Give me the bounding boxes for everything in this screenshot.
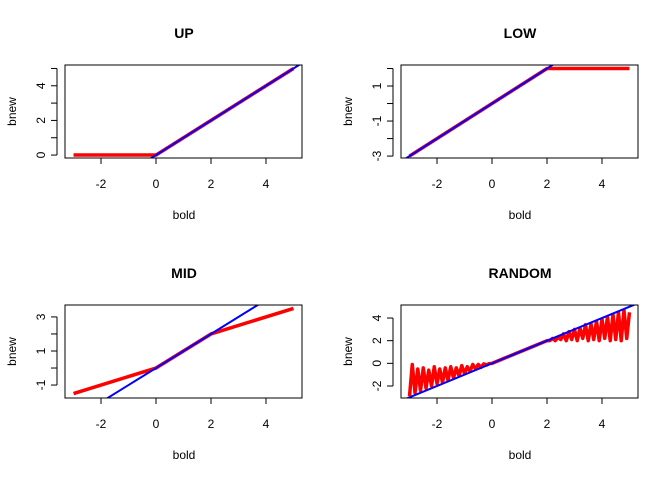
panel-mid: MID bold bnew -2 0 2 4 -1 1 3 <box>5 265 303 462</box>
series-group <box>405 305 637 398</box>
y-tick-label: 2 <box>34 117 48 124</box>
y-tick-label: -1 <box>34 379 48 390</box>
plot-frame <box>64 304 303 399</box>
y-tick-label: 0 <box>34 151 48 158</box>
y-tick-label: 4 <box>370 314 384 321</box>
x-tick-label: 4 <box>263 177 270 191</box>
panel-up: UP bold bnew -2 0 2 4 0 2 4 <box>5 25 303 222</box>
x-tick-label: 2 <box>544 177 551 191</box>
x-tick-label: 0 <box>489 417 496 431</box>
y-tick-label: 2 <box>370 337 384 344</box>
reference-line <box>105 305 260 398</box>
x-tick-label: 4 <box>599 417 606 431</box>
x-tick-label: 4 <box>263 417 270 431</box>
x-tick-label: 2 <box>544 417 551 431</box>
panel-title: LOW <box>504 25 537 41</box>
x-tick-label: -2 <box>96 177 107 191</box>
plot-frame <box>400 304 639 399</box>
y-tick-label: 3 <box>34 313 48 320</box>
y-tick-label: 1 <box>370 82 384 89</box>
y-tick-label: 4 <box>34 82 48 89</box>
reference-line <box>405 305 637 398</box>
panel-title: MID <box>171 265 197 281</box>
x-tick-label: -2 <box>432 417 443 431</box>
x-tick-label: 0 <box>489 177 496 191</box>
plot-frame <box>64 64 303 159</box>
series-group <box>73 65 301 158</box>
y-tick-label: -3 <box>370 150 384 161</box>
y-tick-label: 1 <box>34 347 48 354</box>
panel-title: RANDOM <box>489 265 552 281</box>
y-axis-label: bnew <box>5 97 19 126</box>
x-tick-label: 4 <box>599 177 606 191</box>
data-line <box>73 66 295 157</box>
reference-line <box>404 65 555 158</box>
x-tick-label: 2 <box>208 177 215 191</box>
x-tick-label: 0 <box>153 417 160 431</box>
x-tick-label: 2 <box>208 417 215 431</box>
series-group <box>73 305 294 398</box>
x-axis-label: bold <box>509 448 532 462</box>
plot-frame <box>400 64 639 159</box>
x-axis-label: bold <box>173 208 196 222</box>
panel-title: UP <box>174 25 193 41</box>
y-tick-label: 0 <box>370 360 384 367</box>
y-tick-label: -1 <box>370 115 384 126</box>
reference-line <box>149 65 301 158</box>
x-axis-label: bold <box>173 448 196 462</box>
y-tick-label: -2 <box>370 380 384 391</box>
y-axis-label: bnew <box>5 337 19 366</box>
y-axis-label: bnew <box>341 97 355 126</box>
data-line <box>408 66 630 158</box>
panel-random: RANDOM bold bnew -2 0 2 4 -2 0 2 4 <box>341 265 639 462</box>
x-tick-label: 0 <box>153 177 160 191</box>
x-tick-label: -2 <box>96 417 107 431</box>
x-tick-label: -2 <box>432 177 443 191</box>
series-group <box>404 65 630 158</box>
x-axis-label: bold <box>509 208 532 222</box>
panel-low: LOW bold bnew -2 0 2 4 -3 -1 1 <box>341 25 639 222</box>
y-axis-label: bnew <box>341 337 355 366</box>
